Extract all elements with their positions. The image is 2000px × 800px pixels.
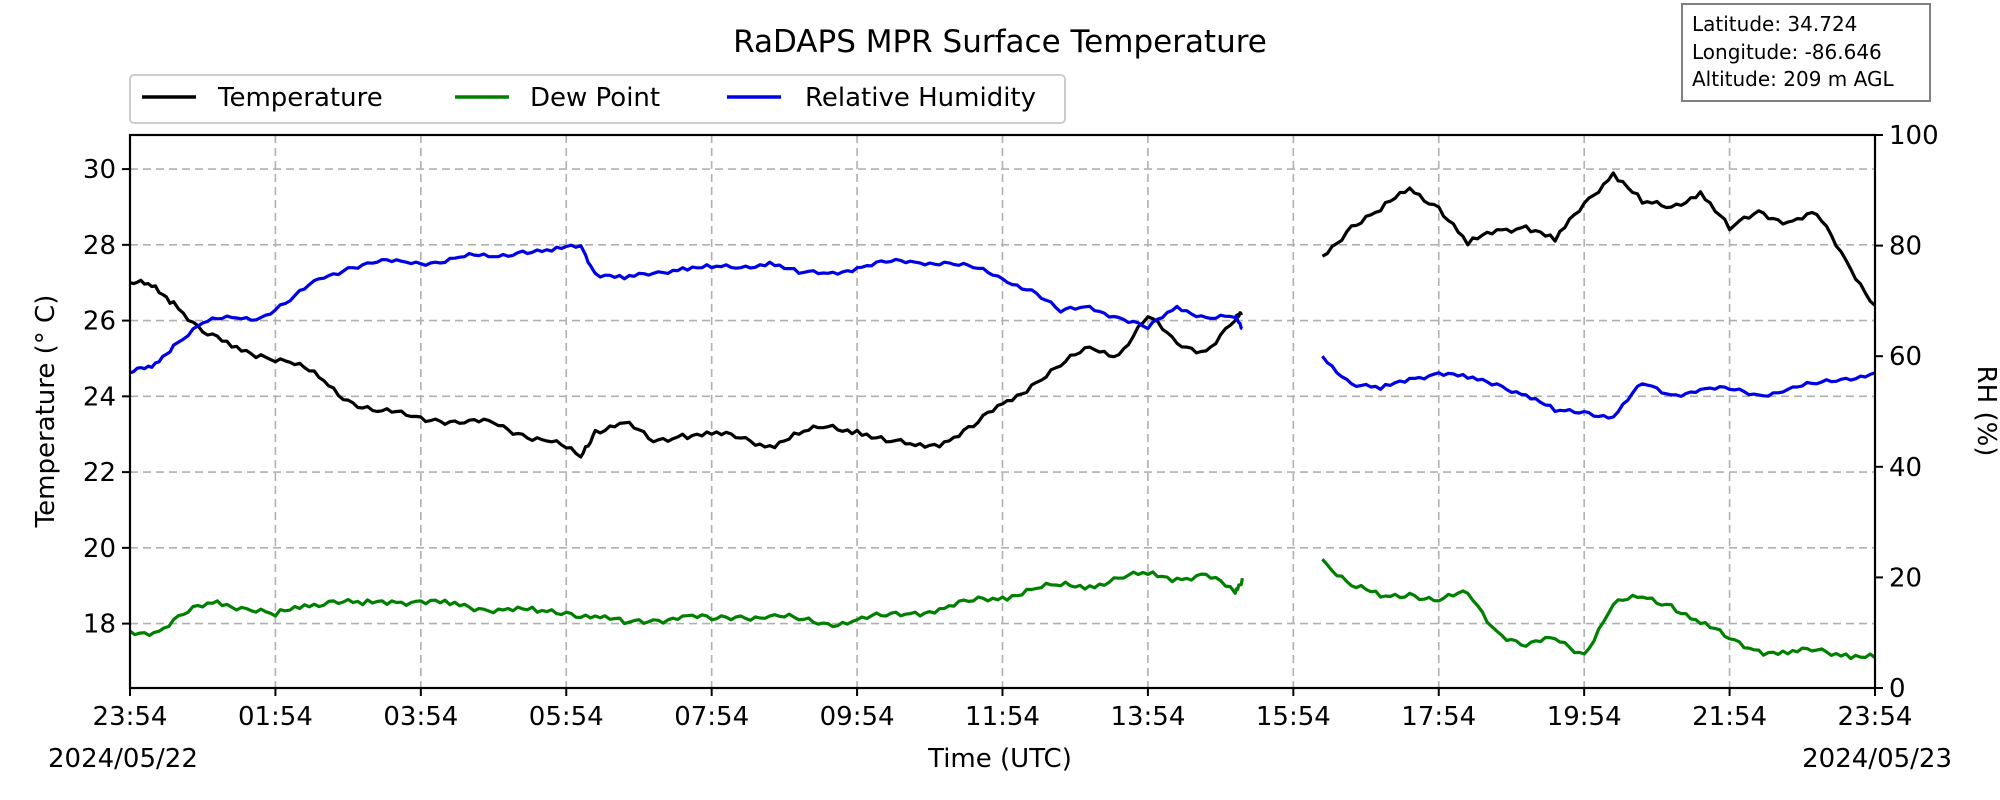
x-tick-label: 09:54 xyxy=(820,702,895,732)
info-latitude: Latitude: 34.724 xyxy=(1692,12,1857,36)
x-tick-label: 05:54 xyxy=(529,702,604,732)
x-tick-label: 21:54 xyxy=(1692,702,1767,732)
y-left-tick-label: 24 xyxy=(83,382,116,412)
x-tick-label: 23:54 xyxy=(1838,702,1913,732)
x-tick-label: 19:54 xyxy=(1547,702,1622,732)
legend-label-dew-point: Dew Point xyxy=(530,83,660,113)
x-tick-label: 11:54 xyxy=(965,702,1040,732)
x-tick-label: 13:54 xyxy=(1110,702,1185,732)
x-tick-label: 17:54 xyxy=(1401,702,1476,732)
x-tick-label: 23:54 xyxy=(93,702,168,732)
y-left-tick-label: 22 xyxy=(83,458,116,488)
y-right-tick-label: 60 xyxy=(1889,342,1922,372)
y-left-tick-label: 20 xyxy=(83,534,116,564)
x-start-date: 2024/05/22 xyxy=(48,744,198,774)
y-axis-label-right: RH (%) xyxy=(1971,366,2000,457)
y-left-tick-label: 18 xyxy=(83,610,116,640)
x-tick-label: 07:54 xyxy=(674,702,749,732)
grid xyxy=(130,135,1875,688)
y-left-tick-label: 28 xyxy=(83,231,116,261)
x-tick-label: 03:54 xyxy=(383,702,458,732)
y-right-tick-label: 0 xyxy=(1889,674,1906,704)
legend-label-temperature: Temperature xyxy=(217,83,383,113)
info-longitude: Longitude: -86.646 xyxy=(1692,40,1882,64)
x-tick-label: 15:54 xyxy=(1256,702,1331,732)
plot-series xyxy=(129,171,1877,661)
y-left-tick-label: 30 xyxy=(83,155,116,185)
axes: 23:54 01:54 03:54 05:54 07:54 09:54 11:54 13:54… xyxy=(83,121,1939,732)
x-end-date: 2024/05/23 xyxy=(1802,744,1952,774)
info-box: Latitude: 34.724 Longitude: -86.646 Alti… xyxy=(1681,3,1931,102)
info-altitude: Altitude: 209 m AGL xyxy=(1692,67,1894,91)
y-right-tick-label: 20 xyxy=(1889,563,1922,593)
y-axis-label-left: Temperature (° C) xyxy=(31,295,61,529)
x-axis-label: Time (UTC) xyxy=(927,744,1072,774)
legend: Temperature Dew Point Relative Humidity xyxy=(129,74,1066,124)
y-right-tick-label: 80 xyxy=(1889,232,1922,262)
x-tick-label: 01:54 xyxy=(238,702,313,732)
y-left-tick-label: 26 xyxy=(83,307,116,337)
series-line-relative-humidity xyxy=(129,243,1876,420)
chart-title: RaDAPS MPR Surface Temperature xyxy=(733,24,1267,60)
y-right-tick-label: 40 xyxy=(1889,453,1922,483)
series-line-temperature xyxy=(129,171,1877,459)
y-right-tick-label: 100 xyxy=(1889,121,1939,151)
legend-label-relative-humidity: Relative Humidity xyxy=(805,83,1036,113)
series-line-dew-point xyxy=(129,558,1876,661)
